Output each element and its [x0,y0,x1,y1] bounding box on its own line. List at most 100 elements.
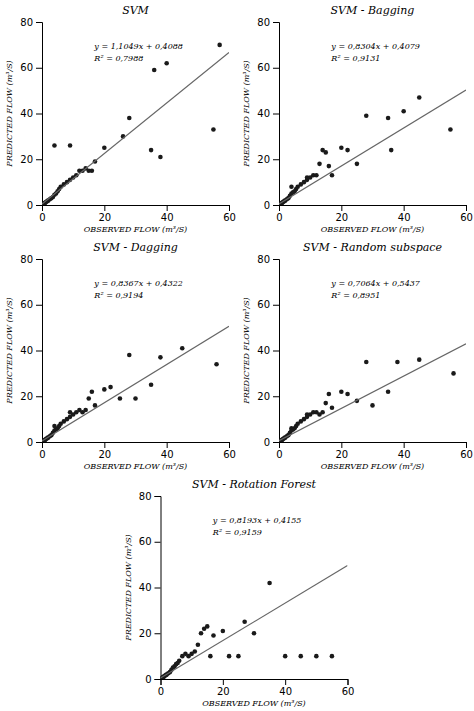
tick: 20 [335,442,348,460]
tick-mark [167,442,168,448]
annotation: y = 0,8304x + 0,4079 [330,42,420,51]
point [327,392,332,397]
tick: 60 [257,62,279,73]
y-axis: 020406080 [20,254,42,448]
tick-label: 80 [257,254,270,265]
tick-label: 60 [223,212,236,223]
tick-label: 40 [257,345,270,356]
tick: 20 [20,391,42,402]
point [158,155,163,160]
tick: 0 [158,679,164,697]
point [102,146,107,151]
point [395,360,400,365]
panel: 0204060020406080SVM - Baggingy = 0,8304x… [242,4,473,234]
tick: 0 [27,200,42,211]
point [252,631,257,636]
point [314,173,319,178]
tick-mark [273,351,279,352]
y-axis-label: PREDICTED FLOW (m³/S) [5,60,14,167]
points [279,357,456,442]
tick-mark [36,68,42,69]
point [389,148,394,153]
panel: 0204060020406080SVMy = 1,1049x + 0,4088R… [5,4,236,234]
panel: 0204060020406080SVM - Random subspacey =… [242,241,473,471]
point [227,654,232,659]
tick-label: 0 [39,449,45,460]
point [158,355,163,360]
tick-mark [273,442,279,443]
annotation: R² = 0,8951 [330,291,380,300]
point [86,396,91,401]
tick-label: 40 [139,582,152,593]
tick: 80 [20,17,42,28]
tick-mark [273,305,279,306]
panel: 0204060020406080SVM - Rotation Foresty =… [124,478,355,708]
x-axis-line [43,206,230,212]
tick: 0 [264,200,279,211]
point [127,353,132,358]
tick-mark [273,22,279,23]
point [149,148,154,153]
tick-mark [104,205,105,211]
tick-mark [36,442,42,443]
point [298,654,303,659]
title: SVM - Random subspace [303,241,442,254]
tick: 40 [279,679,292,697]
tick: 40 [257,345,279,356]
point [152,68,157,73]
y-axis-label: PREDICTED FLOW (m³/S) [124,534,133,641]
point [177,658,182,663]
tick-mark [167,205,168,211]
panel: 0204060020406080SVM - Daggingy = 0,8367x… [5,241,236,471]
x-axis: 0204060 [39,442,236,460]
tick: 0 [27,437,42,448]
point [214,362,219,367]
point [364,113,369,118]
point [386,116,391,121]
tick: 20 [257,391,279,402]
tick: 0 [145,674,160,685]
x-axis-label: OBSERVED FLOW (m³/S) [84,462,187,471]
point [451,371,456,376]
point [330,173,335,178]
tick-label: 40 [20,108,33,119]
tick-mark [273,68,279,69]
y-axis-line [36,260,43,443]
point [317,162,322,167]
plot-area [42,43,229,205]
tick: 0 [276,205,282,223]
point [208,654,213,659]
tick-mark [36,205,42,206]
tick: 20 [335,205,348,223]
tick-mark [155,496,161,497]
annotation: R² = 0,7988 [93,54,143,63]
point [401,109,406,114]
x-axis-label: OBSERVED FLOW (m³/S) [84,225,187,234]
point [149,383,154,388]
annotation: y = 0,8367x + 0,4322 [93,279,183,288]
x-axis: 0204060 [276,205,473,223]
point [355,162,360,167]
point [199,631,204,636]
point [323,401,328,406]
y-axis: 020406080 [257,254,279,448]
tick: 40 [257,108,279,119]
y-axis-line [36,23,43,206]
tick-label: 60 [257,299,270,310]
plot-area [161,566,348,679]
tick-mark [466,205,467,211]
point [68,143,73,148]
y-axis: 020406080 [139,491,161,685]
tick-label: 20 [98,449,111,460]
y-axis-line [155,497,162,680]
point [180,346,185,351]
tick-mark [36,396,42,397]
tick-mark [104,442,105,448]
tick-mark [36,259,42,260]
annotation: y = 1,1049x + 0,4088 [93,42,183,51]
tick: 40 [398,442,411,460]
point [90,389,95,394]
tick-mark [36,114,42,115]
tick: 40 [20,345,42,356]
figure: 0204060020406080SVMy = 1,1049x + 0,4088R… [0,0,474,711]
